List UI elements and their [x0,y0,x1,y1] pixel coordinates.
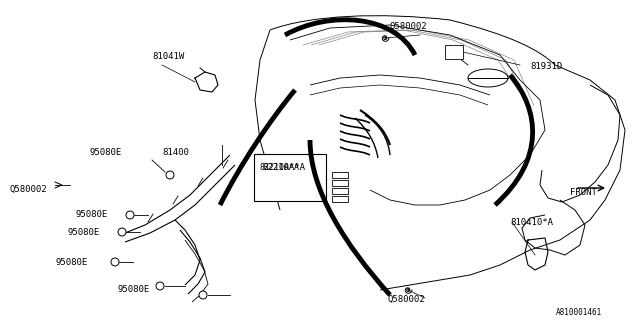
Text: 95080E: 95080E [118,285,150,294]
Circle shape [156,282,164,290]
Ellipse shape [468,69,508,87]
Text: A810001461: A810001461 [556,308,602,317]
Circle shape [199,291,207,299]
Text: 81400: 81400 [162,148,189,157]
Circle shape [111,258,119,266]
Text: 82210A*A: 82210A*A [260,163,300,172]
Bar [332,180,348,186]
Circle shape [118,228,126,236]
Text: 95080E: 95080E [68,228,100,237]
Text: 81041W: 81041W [152,52,184,61]
Text: Q580002: Q580002 [390,22,428,31]
Text: FRONT: FRONT [570,188,597,197]
Text: 95080E: 95080E [55,258,87,267]
Text: 82210A*A: 82210A*A [262,163,305,172]
Bar [445,45,463,59]
Text: Q580002: Q580002 [388,295,426,304]
Text: Q580002: Q580002 [10,185,47,194]
Circle shape [166,171,174,179]
Bar [332,172,348,178]
Bar [332,196,348,202]
Text: 95080E: 95080E [90,148,122,157]
Text: 81931D: 81931D [530,62,563,71]
Text: 810410*A: 810410*A [510,218,553,227]
Bar [332,188,348,194]
Circle shape [126,211,134,219]
FancyBboxPatch shape [254,154,326,201]
Text: 95080E: 95080E [75,210,108,219]
